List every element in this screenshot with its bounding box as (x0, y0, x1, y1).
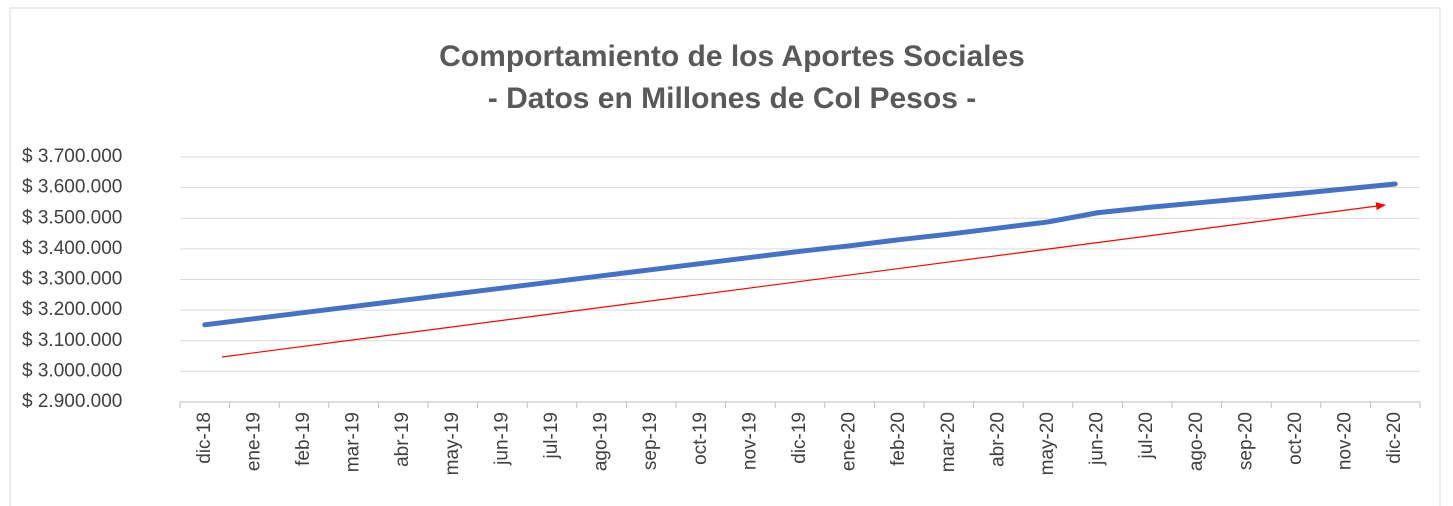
y-tick-label: $ 3.000.000 (22, 360, 122, 381)
y-tick-label: $ 3.300.000 (22, 269, 122, 290)
x-tick-label: abr-19 (392, 412, 413, 467)
y-tick-label: $ 3.400.000 (22, 238, 122, 259)
x-tick-label: may-20 (1037, 412, 1058, 475)
y-tick-label: $ 3.600.000 (22, 177, 122, 198)
x-tick-label: jul-19 (541, 412, 562, 459)
y-tick-label: $ 3.100.000 (22, 330, 122, 351)
x-tick-label: dic-20 (1384, 412, 1405, 464)
x-tick-label: ene-20 (839, 412, 860, 471)
x-tick-label: jun-19 (491, 412, 512, 466)
x-tick-label: sep-19 (640, 412, 661, 470)
x-tick-label: nov-19 (739, 412, 760, 470)
x-tick-label: sep-20 (1235, 412, 1256, 470)
y-tick-label: $ 3.200.000 (22, 299, 122, 320)
x-tick-label: nov-20 (1335, 412, 1356, 470)
x-tick-label: jun-20 (1087, 412, 1108, 466)
x-tick-label: mar-19 (343, 412, 364, 472)
chart-subtitle: - Datos en Millones de Col Pesos - (488, 82, 976, 115)
x-tick-label: may-19 (442, 412, 463, 475)
x-tick-label: dic-18 (194, 412, 215, 464)
x-tick-label: jul-20 (1136, 412, 1157, 459)
chart-title: Comportamiento de los Aportes Sociales (439, 40, 1025, 73)
chart-frame (9, 7, 1441, 506)
y-tick-label: $ 2.900.000 (22, 391, 122, 412)
y-tick-label: $ 3.700.000 (22, 146, 122, 167)
x-tick-label: feb-19 (293, 412, 314, 466)
trend-arrow (221, 202, 1386, 358)
x-tick-label: ago-19 (591, 412, 612, 471)
x-tick-label: abr-20 (987, 412, 1008, 467)
data-line (202, 181, 1398, 328)
x-tick-label: oct-20 (1285, 412, 1306, 465)
x-tick-label: dic-19 (789, 412, 810, 464)
x-tick-label: ene-19 (243, 412, 264, 471)
x-tick-label: oct-19 (690, 412, 711, 465)
x-tick-label: feb-20 (888, 412, 909, 466)
plot: $ 2.900.000 $ 3.000.000 $ 3.100.000 $ 3.200… (22, 146, 1421, 475)
x-tick-label: ago-20 (1186, 412, 1207, 471)
x-tick-label: mar-20 (938, 412, 959, 472)
y-tick-label: $ 3.500.000 (22, 207, 122, 228)
